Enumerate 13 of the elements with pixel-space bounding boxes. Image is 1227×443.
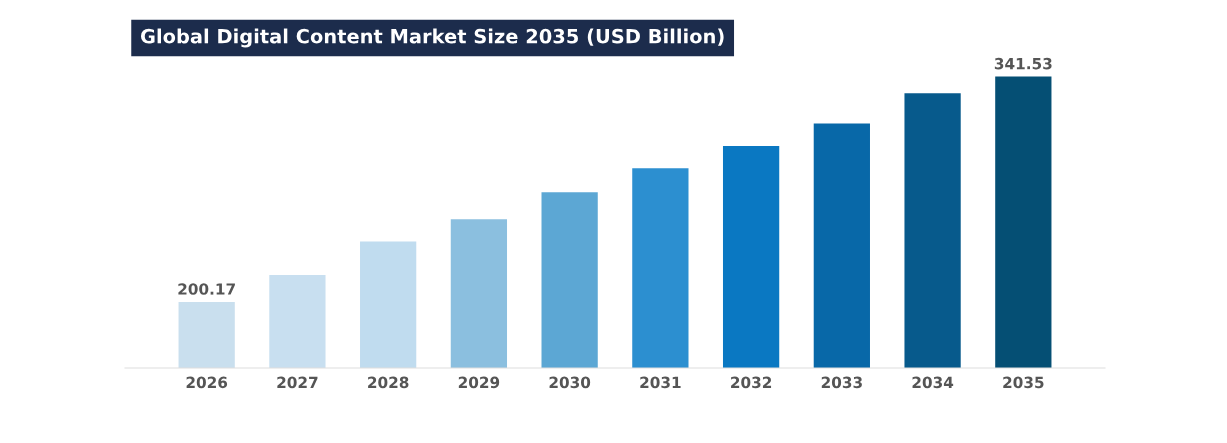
x-tick-label: 2030 [549,376,591,389]
x-tick-label: 2032 [731,376,772,389]
data-label: 341.53 [994,57,1052,70]
x-tick-label: 2029 [458,376,500,389]
x-tick-label: 2028 [368,376,409,389]
x-tick-label: 2034 [912,376,954,389]
x-tick-label: 2035 [1003,376,1044,389]
chart-title: Global Digital Content Market Size 2035 (USD Billion) [140,28,724,48]
data-label: 200.17 [178,283,235,295]
x-tick-label: 2026 [186,376,228,389]
x-tick-label: 2031 [640,376,681,389]
x-tick-label: 2027 [277,376,318,389]
x-tick-label: 2033 [821,376,862,389]
